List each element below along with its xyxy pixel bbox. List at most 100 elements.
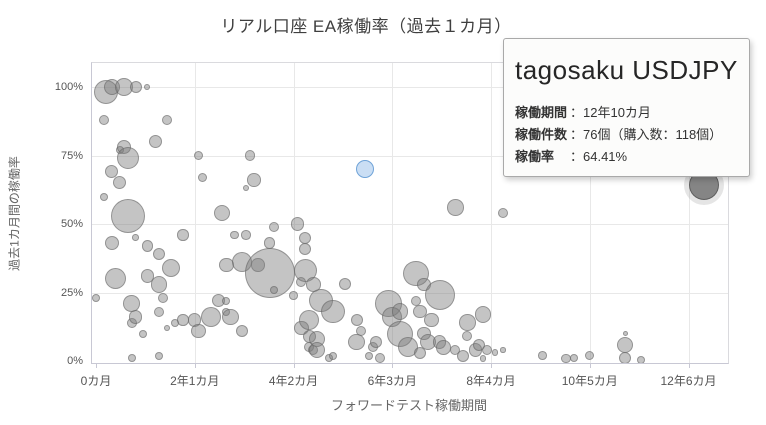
bubble[interactable]	[268, 221, 279, 232]
tooltip-row-value: ：12年10カ月	[570, 105, 651, 120]
x-axis-tick-label: 2年1カ月	[170, 374, 220, 388]
tooltip-row-value: ：76個（購入数：118個）	[570, 127, 723, 142]
bubble[interactable]	[194, 150, 204, 161]
bubble[interactable]	[457, 349, 470, 362]
bubble[interactable]	[299, 309, 320, 330]
bubble[interactable]	[364, 351, 373, 360]
bubble[interactable]	[128, 310, 143, 324]
tooltip-title: tagosaku USDJPY	[515, 55, 738, 85]
bubble[interactable]	[105, 165, 119, 179]
bubble[interactable]	[140, 269, 155, 283]
bubble[interactable]	[447, 199, 464, 216]
bubble[interactable]	[243, 185, 250, 192]
bubble[interactable]	[177, 229, 189, 241]
bubble[interactable]	[200, 307, 221, 328]
selected-bubble[interactable]	[355, 160, 374, 179]
bubble[interactable]	[413, 346, 426, 359]
bubble[interactable]	[350, 313, 363, 326]
bubble[interactable]	[500, 347, 506, 353]
bubble[interactable]	[338, 278, 351, 291]
bubble[interactable]	[110, 198, 145, 233]
bubble[interactable]	[462, 331, 473, 342]
bubble[interactable]	[214, 205, 231, 222]
bubble[interactable]	[321, 299, 345, 324]
bubble[interactable]	[139, 329, 148, 338]
bubble[interactable]	[617, 336, 634, 353]
bubble[interactable]	[622, 330, 628, 337]
bubble[interactable]	[236, 324, 249, 337]
bubble[interactable]	[163, 324, 171, 332]
bubble[interactable]	[413, 304, 427, 319]
tooltip-row-label: 稼働率	[515, 149, 555, 164]
bubble[interactable]	[132, 234, 139, 241]
bubble[interactable]	[403, 260, 429, 286]
x-axis-tick	[96, 363, 97, 368]
y-axis-tick-label: 100%	[54, 81, 83, 93]
vertical-gridline	[589, 63, 591, 363]
bubble[interactable]	[129, 81, 142, 93]
bubble[interactable]	[424, 280, 455, 311]
bubble[interactable]	[479, 354, 487, 362]
y-axis-tick-label: 25%	[60, 286, 83, 299]
bubble[interactable]	[264, 237, 276, 249]
bubble[interactable]	[161, 258, 181, 278]
bubble[interactable]	[150, 275, 168, 293]
bubble[interactable]	[299, 242, 312, 255]
bubble[interactable]	[308, 341, 326, 359]
bubble[interactable]	[105, 268, 127, 290]
bubble[interactable]	[98, 114, 109, 125]
bubble[interactable]	[290, 217, 305, 231]
bubble[interactable]	[144, 84, 151, 90]
bubble[interactable]	[474, 306, 492, 323]
bubble[interactable]	[436, 340, 451, 355]
bubble[interactable]	[459, 314, 476, 331]
bubble[interactable]	[153, 248, 166, 261]
bubble[interactable]	[491, 349, 499, 357]
bubble[interactable]	[154, 306, 165, 317]
bubble[interactable]	[104, 235, 120, 251]
bubble[interactable]	[569, 354, 578, 363]
bubble[interactable]	[116, 147, 139, 170]
bubble[interactable]	[497, 208, 508, 219]
bubble[interactable]	[222, 308, 239, 326]
bubble[interactable]	[148, 135, 162, 149]
bubble[interactable]	[585, 350, 595, 361]
bubble[interactable]	[177, 314, 189, 326]
bubble[interactable]	[158, 292, 169, 303]
bubble[interactable]	[155, 351, 164, 360]
bubble[interactable]	[375, 353, 386, 363]
bubble[interactable]	[162, 114, 173, 125]
bubble[interactable]	[538, 351, 547, 360]
bubble[interactable]	[222, 296, 231, 305]
bubble[interactable]	[637, 355, 646, 363]
bubble[interactable]	[241, 230, 251, 240]
bubble[interactable]	[329, 351, 337, 360]
bubble[interactable]	[92, 293, 100, 302]
tooltip-row-period: 稼働期間 ：12年10カ月	[515, 102, 722, 124]
bubble[interactable]	[127, 354, 136, 363]
bubble[interactable]	[289, 290, 298, 300]
bubble[interactable]	[293, 258, 318, 283]
tooltip-row-count: 稼働件数 ：76個（購入数：118個）	[515, 124, 722, 146]
bubble[interactable]	[191, 323, 206, 339]
bubble[interactable]	[482, 345, 493, 356]
bubble[interactable]	[229, 230, 239, 240]
bubble[interactable]	[269, 285, 278, 294]
bubble[interactable]	[355, 325, 366, 336]
bubble[interactable]	[370, 335, 383, 348]
bubble[interactable]	[113, 176, 127, 190]
bubble[interactable]	[424, 312, 440, 328]
bubble[interactable]	[244, 150, 256, 161]
bubble[interactable]	[141, 240, 154, 252]
bubble[interactable]	[391, 303, 409, 320]
bubble[interactable]	[348, 333, 365, 351]
bubble[interactable]	[197, 172, 208, 183]
bubble[interactable]	[619, 352, 632, 363]
bubble[interactable]	[99, 192, 108, 201]
bubble[interactable]	[247, 173, 261, 187]
tooltip: tagosaku USDJPY 稼働期間 ：12年10カ月 稼働件数 ：76個（購入…	[503, 38, 750, 177]
bubble[interactable]	[299, 231, 312, 244]
bubble[interactable]	[123, 295, 140, 312]
tooltip-row-value: ：64.41%	[570, 149, 628, 164]
